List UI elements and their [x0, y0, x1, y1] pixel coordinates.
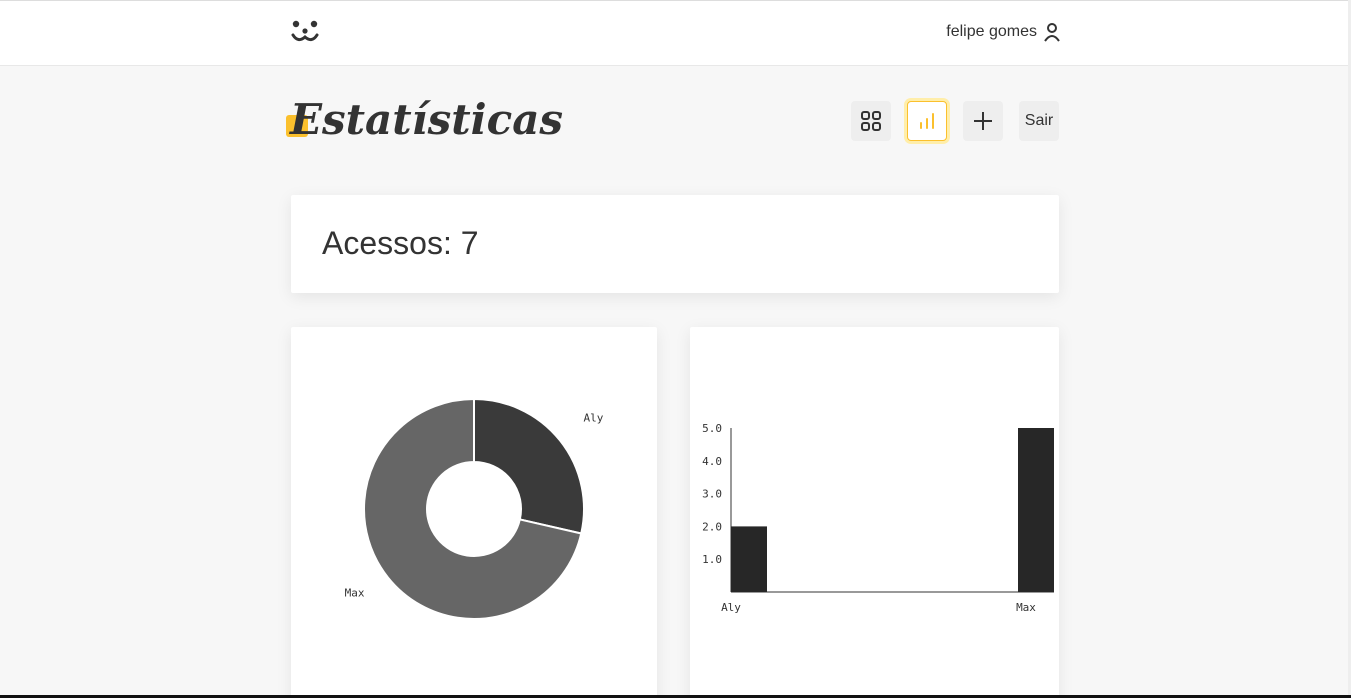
bar-max[interactable] [1018, 428, 1054, 592]
user-account-link[interactable]: felipe gomes [946, 21, 1061, 43]
scrollbar[interactable] [1348, 0, 1351, 698]
user-name: felipe gomes [946, 23, 1037, 40]
page-title-wrap: Estatísticas [286, 92, 564, 152]
pie-label: Aly [583, 412, 603, 425]
bar-chart-icon [920, 113, 934, 129]
bar-aly[interactable] [731, 526, 767, 592]
y-tick-label: 3.0 [702, 488, 722, 501]
dog-face-icon[interactable] [290, 19, 320, 45]
y-tick-label: 2.0 [702, 520, 722, 533]
add-photo-button[interactable] [963, 101, 1003, 141]
y-tick-label: 4.0 [702, 455, 722, 468]
title-accent [286, 115, 308, 137]
pie-slice-max[interactable] [363, 397, 583, 620]
grid-icon [861, 111, 881, 131]
user-icon [1044, 23, 1060, 42]
pie-label: Max [345, 586, 365, 599]
pie-slice-aly[interactable] [473, 397, 585, 535]
bar-chart-card: 1.0 2.0 3.0 4.0 5.0 Aly Max [690, 327, 1059, 698]
access-count: Acessos: 7 [322, 225, 479, 261]
top-header: felipe gomes [0, 0, 1351, 66]
plus-icon [974, 112, 992, 130]
bar-chart: 1.0 2.0 3.0 4.0 5.0 Aly Max [702, 422, 1054, 614]
y-tick-label: 1.0 [702, 553, 722, 566]
page-title: Estatísticas [290, 95, 564, 144]
x-tick-label: Aly [721, 601, 741, 614]
account-nav: Sair [851, 101, 1059, 141]
pie-chart-card: Aly Max [291, 327, 657, 698]
bottom-border [0, 695, 1351, 698]
logout-button[interactable]: Sair [1019, 101, 1059, 141]
feed-button[interactable] [851, 101, 891, 141]
pie-chart: Aly Max [345, 397, 604, 620]
stats-button[interactable] [907, 101, 947, 141]
x-tick-label: Max [1016, 601, 1036, 614]
access-card: Acessos: 7 [291, 195, 1059, 293]
y-tick-label: 5.0 [702, 422, 722, 435]
